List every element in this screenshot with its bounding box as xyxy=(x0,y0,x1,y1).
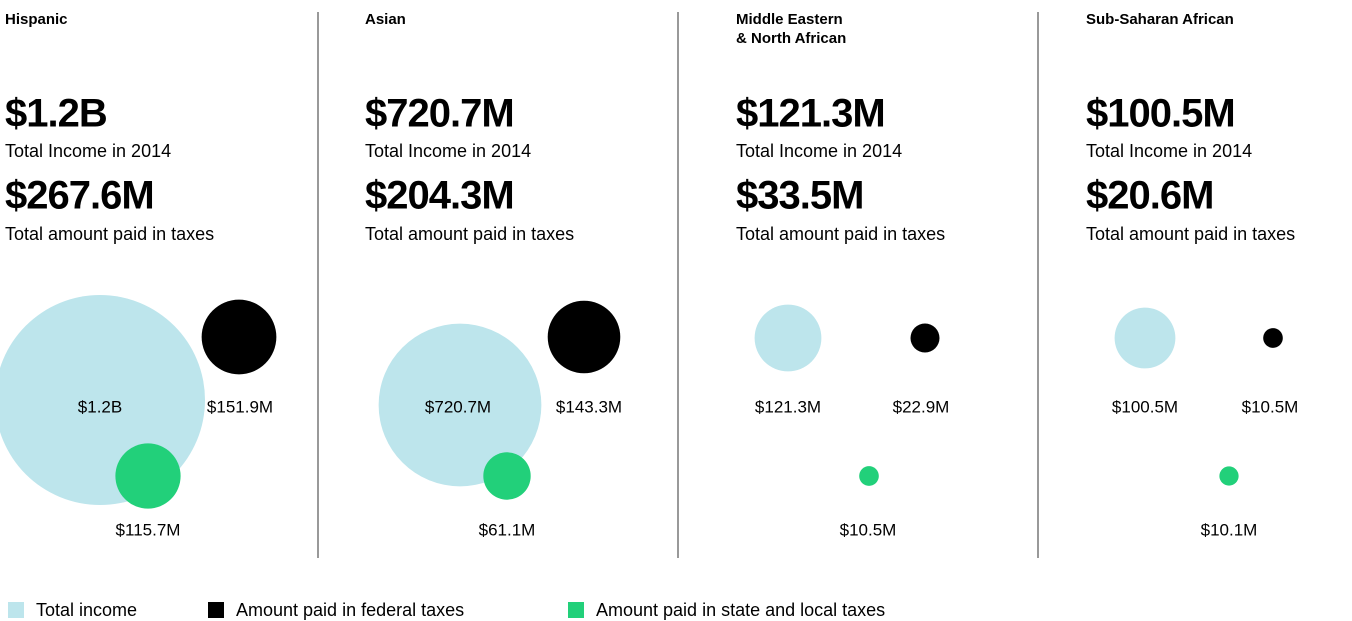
bubble xyxy=(859,466,879,486)
panel-title: Sub-Saharan African xyxy=(1086,11,1234,28)
bubble xyxy=(754,304,822,372)
headline-value: $204.3M xyxy=(365,174,514,218)
bubble xyxy=(1219,466,1239,486)
headline-value: $100.5M xyxy=(1086,92,1235,136)
headline-value: $20.6M xyxy=(1086,174,1213,218)
headline-value: $33.5M xyxy=(736,174,863,218)
legend-swatch xyxy=(568,602,584,618)
legend-swatch xyxy=(8,602,24,618)
bubble xyxy=(201,299,277,375)
headline-caption: Total Income in 2014 xyxy=(1086,141,1252,161)
legend-swatch xyxy=(208,602,224,618)
legend-label: Amount paid in federal taxes xyxy=(236,600,464,620)
bubble xyxy=(547,300,621,374)
bubble-label: $10.1M xyxy=(1201,520,1258,539)
bubble xyxy=(483,452,531,500)
bubble-label: $10.5M xyxy=(1242,397,1299,416)
panel-title: Hispanic xyxy=(5,11,68,28)
bubble-label: $1.2B xyxy=(78,397,122,416)
headline-value: $1.2B xyxy=(5,92,107,136)
bubble xyxy=(115,443,181,509)
headline-value: $121.3M xyxy=(736,92,885,136)
headline-value: $267.6M xyxy=(5,174,154,218)
bubble xyxy=(1263,328,1283,348)
headline-caption: Total amount paid in taxes xyxy=(736,224,945,244)
bubble xyxy=(378,323,542,487)
headline-caption: Total amount paid in taxes xyxy=(1086,224,1295,244)
bubble-label: $100.5M xyxy=(1112,397,1178,416)
bubble-label: $22.9M xyxy=(893,397,950,416)
panel-title: Asian xyxy=(365,11,406,28)
panel-title: Middle Eastern xyxy=(736,11,843,28)
bubble-label: $121.3M xyxy=(755,397,821,416)
bubble-label: $151.9M xyxy=(207,397,273,416)
bubble-label: $115.7M xyxy=(116,520,181,539)
panel-title: & North African xyxy=(736,30,846,47)
legend-label: Amount paid in state and local taxes xyxy=(596,600,885,620)
bubble xyxy=(1114,307,1176,369)
headline-caption: Total Income in 2014 xyxy=(5,141,171,161)
bubble-label: $10.5M xyxy=(840,520,897,539)
headline-caption: Total amount paid in taxes xyxy=(5,224,214,244)
bubble-label: $61.1M xyxy=(479,520,536,539)
bubble xyxy=(910,323,940,353)
headline-caption: Total Income in 2014 xyxy=(365,141,531,161)
legend-label: Total income xyxy=(36,600,137,620)
headline-caption: Total amount paid in taxes xyxy=(365,224,574,244)
bubble-label: $720.7M xyxy=(425,397,491,416)
headline-caption: Total Income in 2014 xyxy=(736,141,902,161)
bubble-label: $143.3M xyxy=(556,397,622,416)
headline-value: $720.7M xyxy=(365,92,514,136)
